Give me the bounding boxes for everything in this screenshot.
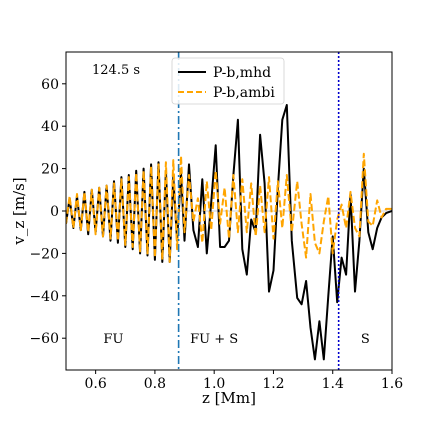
x-tick-label: 0.8 bbox=[144, 376, 166, 392]
region-label-1: FU bbox=[103, 332, 123, 347]
x-tick-label: 1.6 bbox=[381, 376, 403, 392]
axes: 0.6 0.8 1.0 1.2 1.4 1.6 −60 −40 −20 0 20 40 60 bbox=[29, 51, 403, 392]
x-tick-label: 1.0 bbox=[203, 376, 225, 392]
y-tick-label: −40 bbox=[29, 289, 59, 305]
series-line-mhd bbox=[66, 104, 392, 361]
y-tick-label: 60 bbox=[41, 77, 59, 93]
y-axis-label: v_z [m/s] bbox=[10, 177, 28, 245]
y-tick-label: 40 bbox=[41, 119, 59, 135]
y-tick-label: 20 bbox=[41, 162, 59, 178]
y-tick-label: −60 bbox=[29, 331, 59, 347]
plot-area: FU FU + S S bbox=[66, 52, 392, 370]
x-tick-label: 1.4 bbox=[322, 376, 344, 392]
legend: P-b,mhd P-b,ambi bbox=[171, 57, 285, 105]
region-label-3: S bbox=[361, 332, 370, 347]
x-tick-label: 0.6 bbox=[85, 376, 107, 392]
region-label-2: FU + S bbox=[190, 332, 238, 347]
x-axis-label: z [Mm] bbox=[202, 389, 256, 407]
time-label: 124.5 s bbox=[92, 63, 140, 78]
legend-label-mhd: P-b,mhd bbox=[213, 65, 271, 81]
x-tick-label: 1.2 bbox=[262, 376, 284, 392]
y-tick-label: −20 bbox=[29, 246, 59, 262]
y-tick-label: 0 bbox=[50, 204, 59, 220]
legend-label-ambi: P-b,ambi bbox=[213, 85, 275, 101]
series-line-ambi bbox=[66, 152, 392, 263]
